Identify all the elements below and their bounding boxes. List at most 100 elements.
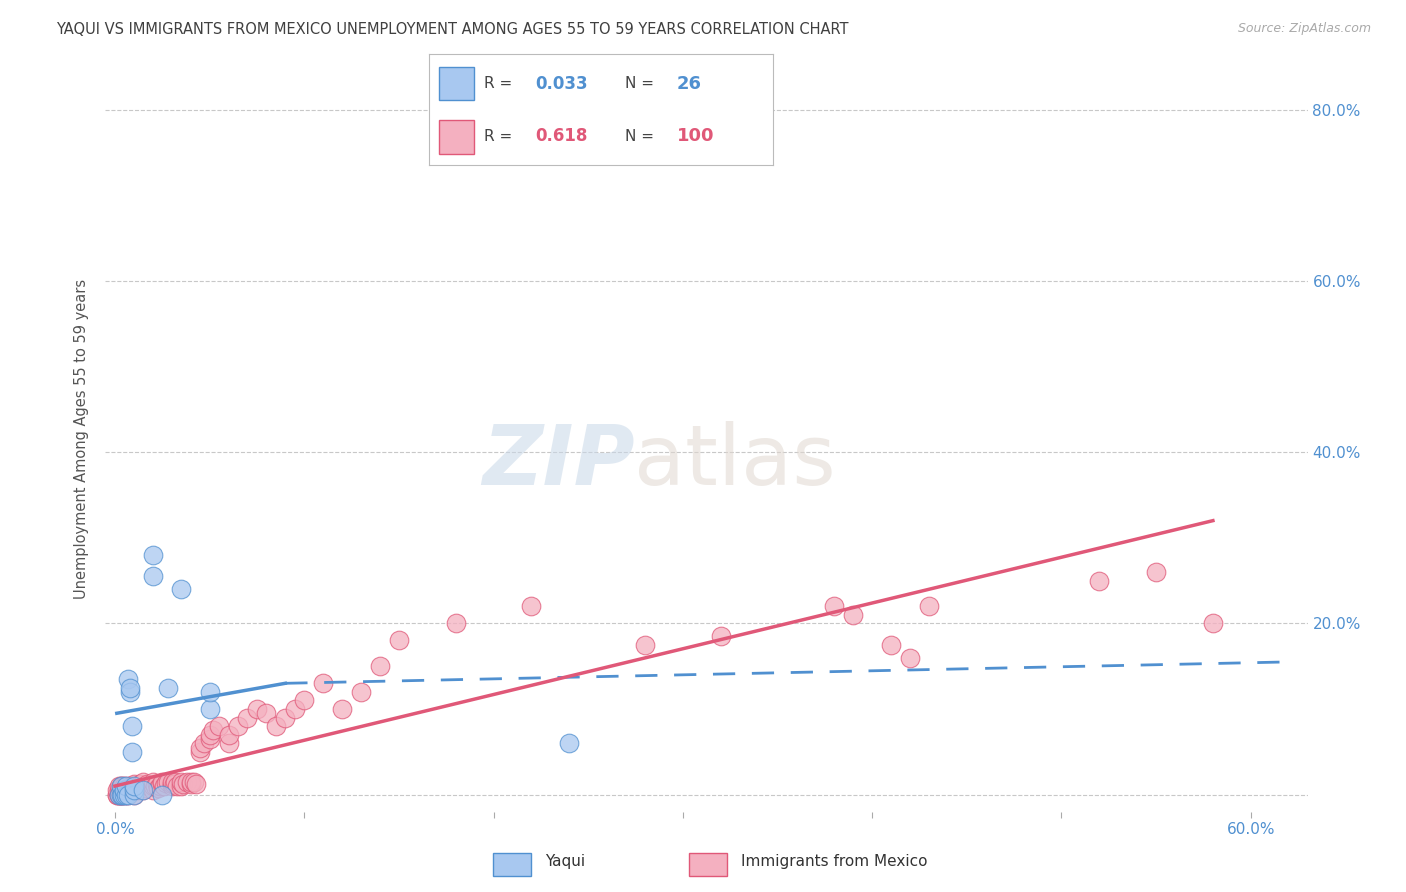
Point <box>122 788 145 802</box>
Text: YAQUI VS IMMIGRANTS FROM MEXICO UNEMPLOYMENT AMONG AGES 55 TO 59 YEARS CORRELATI: YAQUI VS IMMIGRANTS FROM MEXICO UNEMPLOY… <box>56 22 849 37</box>
Point <box>330 702 353 716</box>
Point <box>1088 574 1111 588</box>
Point <box>148 780 170 795</box>
Point <box>156 774 179 789</box>
Point <box>898 650 921 665</box>
Point <box>122 783 145 797</box>
Point <box>122 777 145 791</box>
Point <box>110 783 132 797</box>
Bar <box>439 120 474 154</box>
Point <box>143 779 166 793</box>
Point <box>107 788 129 802</box>
Point <box>188 745 211 759</box>
Point <box>138 779 160 793</box>
Point <box>121 783 143 797</box>
Point <box>150 777 173 791</box>
Point <box>710 629 733 643</box>
Point <box>132 783 155 797</box>
Point <box>166 779 188 793</box>
Point <box>132 783 155 797</box>
Point <box>142 548 165 562</box>
Point <box>115 779 138 793</box>
Point <box>198 728 221 742</box>
Point <box>368 659 391 673</box>
Point <box>112 783 135 797</box>
Y-axis label: Unemployment Among Ages 55 to 59 years: Unemployment Among Ages 55 to 59 years <box>75 279 90 599</box>
Point <box>880 638 903 652</box>
Point <box>193 736 215 750</box>
Point <box>142 774 165 789</box>
Point <box>110 788 132 802</box>
Point <box>122 780 145 795</box>
Point <box>107 779 129 793</box>
Point <box>120 783 142 797</box>
Point <box>107 783 129 797</box>
Point <box>105 783 128 797</box>
Text: atlas: atlas <box>634 421 837 502</box>
Point <box>188 740 211 755</box>
Point <box>312 676 335 690</box>
Bar <box>439 67 474 101</box>
Point <box>172 777 194 791</box>
Point <box>149 779 172 793</box>
Point <box>170 582 193 596</box>
Point <box>183 774 205 789</box>
Point <box>160 779 183 793</box>
Point <box>142 569 165 583</box>
Point <box>180 774 202 789</box>
Point <box>111 783 134 797</box>
Text: Immigrants from Mexico: Immigrants from Mexico <box>741 855 928 869</box>
Point <box>208 719 231 733</box>
Point <box>127 779 149 793</box>
Point <box>180 777 202 791</box>
Point <box>111 788 134 802</box>
Point <box>284 702 307 716</box>
Point <box>110 783 132 797</box>
Point <box>111 788 134 802</box>
Text: Yaqui: Yaqui <box>546 855 585 869</box>
Text: 0.618: 0.618 <box>536 127 588 145</box>
Bar <box>689 853 727 876</box>
Point <box>160 777 183 791</box>
Text: R =: R = <box>484 76 512 91</box>
Point <box>136 777 159 791</box>
Text: N =: N = <box>626 76 654 91</box>
Point <box>150 788 173 802</box>
Point <box>122 779 145 793</box>
Point <box>107 788 129 802</box>
Point <box>117 672 139 686</box>
Point <box>292 693 315 707</box>
Point <box>117 788 139 802</box>
Point <box>823 599 845 614</box>
Point <box>246 702 269 716</box>
Point <box>112 779 135 793</box>
Point <box>198 702 221 716</box>
Point <box>170 779 193 793</box>
Point <box>150 774 173 789</box>
Point <box>218 736 240 750</box>
Point <box>444 616 467 631</box>
Text: ZIP: ZIP <box>482 421 634 502</box>
Point <box>226 719 249 733</box>
Point <box>121 779 143 793</box>
Point <box>110 788 132 802</box>
Point <box>121 745 143 759</box>
Point <box>132 779 155 793</box>
Point <box>274 710 297 724</box>
Point <box>558 736 581 750</box>
Point <box>145 777 167 791</box>
Point <box>134 780 156 795</box>
Point <box>110 779 132 793</box>
Point <box>156 681 179 695</box>
Bar <box>492 853 531 876</box>
Point <box>107 788 129 802</box>
Point <box>112 783 135 797</box>
Point <box>254 706 277 721</box>
Point <box>176 774 198 789</box>
Point <box>350 685 373 699</box>
Point <box>170 774 193 789</box>
Point <box>236 710 259 724</box>
Point <box>153 779 176 793</box>
Text: Source: ZipAtlas.com: Source: ZipAtlas.com <box>1237 22 1371 36</box>
Text: N =: N = <box>626 128 654 144</box>
